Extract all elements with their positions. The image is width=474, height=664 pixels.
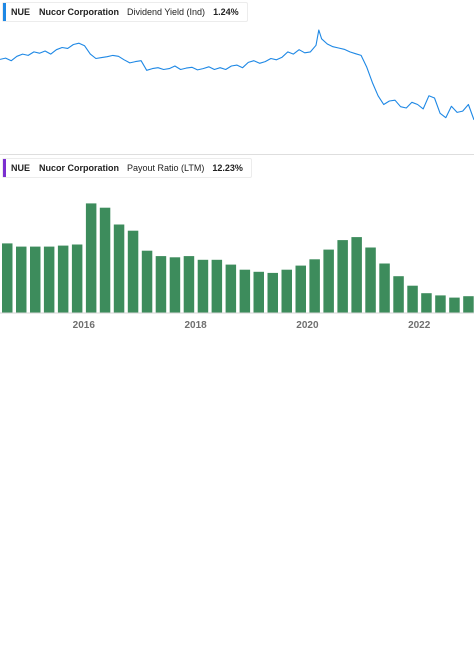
payout-bar [295, 265, 306, 313]
dividend-yield-line-chart [0, 29, 474, 121]
chart-divider [0, 154, 474, 155]
payout-bar [225, 264, 237, 313]
payout-bar [155, 256, 167, 313]
payout-bar [127, 230, 139, 313]
payout-bar [379, 263, 390, 313]
chart1-value: 1.24% [213, 7, 239, 17]
payout-bar [30, 246, 41, 313]
payout-bar [197, 259, 209, 313]
payout-bar [281, 269, 292, 313]
payout-ratio-bar-chart: 2016 2018 2020 2022 [0, 203, 474, 331]
payout-bar [99, 207, 111, 313]
payout-bar [365, 247, 376, 313]
payout-bar [323, 249, 334, 313]
payout-bar [57, 245, 69, 313]
chart2-legend-color-bar [3, 159, 6, 177]
payout-bar [183, 256, 195, 313]
payout-bar [2, 243, 13, 313]
payout-bar [211, 259, 223, 313]
payout-bar [71, 244, 83, 313]
payout-bar [463, 296, 474, 313]
payout-bar [449, 297, 460, 313]
payout-bar [407, 285, 418, 313]
payout-bar [435, 295, 446, 313]
chart2-value: 12.23% [212, 163, 243, 173]
chart1-ticker: NUE [11, 7, 31, 17]
payout-bar [309, 259, 320, 313]
chart2-legend: NUE Nucor Corporation Payout Ratio (LTM)… [2, 158, 252, 178]
payout-bar [43, 246, 55, 313]
chart1-legend-color-bar [3, 3, 6, 21]
payout-bar [267, 272, 278, 313]
payout-bar [393, 276, 404, 313]
payout-bar [169, 257, 181, 313]
chart1-metric: Dividend Yield (Ind) [127, 7, 206, 17]
payout-bar [16, 246, 27, 313]
chart2-ticker: NUE [11, 163, 31, 173]
chart1-company: Nucor Corporation [39, 7, 120, 17]
payout-bar [351, 237, 362, 313]
chart2-metric: Payout Ratio (LTM) [127, 163, 205, 173]
x-tick-label: 2022 [408, 320, 431, 331]
payout-bar [239, 269, 251, 313]
x-tick-label: 2018 [184, 320, 207, 331]
payout-bar [113, 224, 125, 313]
payout-bar [421, 293, 432, 313]
payout-bar [85, 203, 97, 313]
chart2-company: Nucor Corporation [39, 163, 120, 173]
payout-bar [141, 250, 153, 313]
dividend-yield-series-line [0, 29, 474, 121]
x-tick-label: 2016 [73, 320, 96, 331]
x-tick-label: 2020 [296, 320, 319, 331]
payout-bar [253, 271, 264, 313]
payout-bar [337, 240, 348, 313]
payout-ratio-bars [2, 203, 474, 313]
x-axis-ticks: 2016 2018 2020 2022 [73, 320, 431, 331]
chart1-legend: NUE Nucor Corporation Dividend Yield (In… [2, 2, 248, 22]
